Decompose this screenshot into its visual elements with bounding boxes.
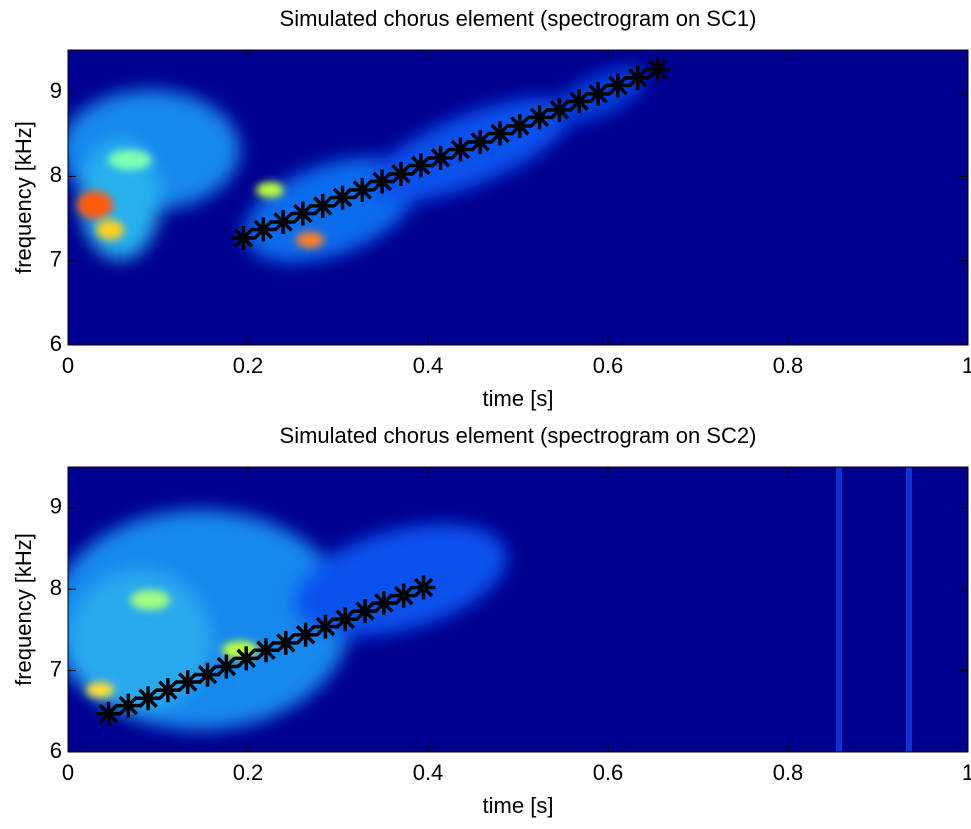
star-marker	[313, 614, 338, 639]
y-tick-label: 7	[50, 247, 62, 272]
star-marker	[310, 193, 335, 218]
x-tick-label: 0.8	[773, 353, 804, 378]
star-marker	[586, 81, 611, 106]
y-axis-label: frequency [kHz]	[11, 121, 36, 274]
star-marker	[96, 701, 121, 726]
star-marker	[411, 575, 436, 600]
star-marker	[214, 654, 239, 679]
star-marker	[428, 145, 453, 170]
x-tick-label: 0.6	[593, 760, 624, 785]
star-marker	[645, 57, 670, 82]
star-marker	[507, 113, 532, 138]
y-axis-label: frequency [kHz]	[11, 533, 36, 686]
y-tick-label: 7	[50, 656, 62, 681]
star-marker	[370, 169, 395, 194]
star-marker	[273, 630, 298, 655]
star-marker	[371, 590, 396, 615]
star-marker	[389, 161, 413, 186]
x-tick-label: 0	[62, 760, 74, 785]
axes-frame	[67, 466, 969, 753]
y-tick-label: 6	[50, 738, 62, 763]
x-tick-label: 0.4	[413, 353, 444, 378]
x-tick-label: 0.2	[233, 353, 264, 378]
star-marker	[625, 65, 650, 90]
star-marker	[251, 217, 276, 242]
y-tick-label: 9	[50, 78, 62, 103]
star-marker	[408, 153, 433, 178]
y-tick-label: 9	[50, 494, 62, 519]
star-marker	[330, 185, 355, 210]
star-marker	[468, 129, 493, 154]
star-marker	[567, 89, 592, 114]
star-marker	[448, 137, 473, 162]
star-marker	[333, 607, 358, 632]
star-marker	[116, 693, 141, 718]
star-marker	[155, 678, 180, 703]
x-tick-label: 1	[962, 353, 971, 378]
star-marker	[290, 201, 315, 226]
star-marker	[547, 97, 572, 122]
star-marker	[195, 662, 220, 687]
x-tick-label: 0.8	[773, 760, 804, 785]
star-marker	[234, 646, 259, 671]
spectrogram-1	[68, 50, 968, 345]
star-marker	[605, 73, 630, 98]
x-tick-label: 0.2	[233, 760, 264, 785]
spectrogram-2	[68, 467, 968, 752]
star-marker	[353, 599, 377, 624]
star-marker	[136, 686, 161, 711]
x-tick-label: 0.6	[593, 353, 624, 378]
chart-title: Simulated chorus element (spectrogram on…	[280, 6, 757, 31]
x-tick-label: 1	[962, 760, 971, 785]
axes-frame	[67, 49, 969, 346]
x-axis-label: time [s]	[483, 386, 554, 411]
star-marker	[527, 105, 552, 130]
star-marker	[175, 669, 200, 694]
y-tick-label: 6	[50, 331, 62, 356]
x-tick-label: 0	[62, 353, 74, 378]
x-tick-label: 0.4	[413, 760, 444, 785]
star-marker	[293, 622, 318, 647]
star-marker	[391, 583, 416, 608]
star-marker	[488, 121, 512, 146]
chart-title: Simulated chorus element (spectrogram on…	[280, 423, 757, 448]
y-tick-label: 8	[50, 575, 62, 600]
star-marker	[254, 638, 278, 663]
star-marker	[231, 225, 256, 250]
x-axis-label: time [s]	[483, 793, 554, 818]
star-marker	[271, 209, 296, 234]
star-marker	[350, 177, 375, 202]
y-tick-label: 8	[50, 162, 62, 187]
